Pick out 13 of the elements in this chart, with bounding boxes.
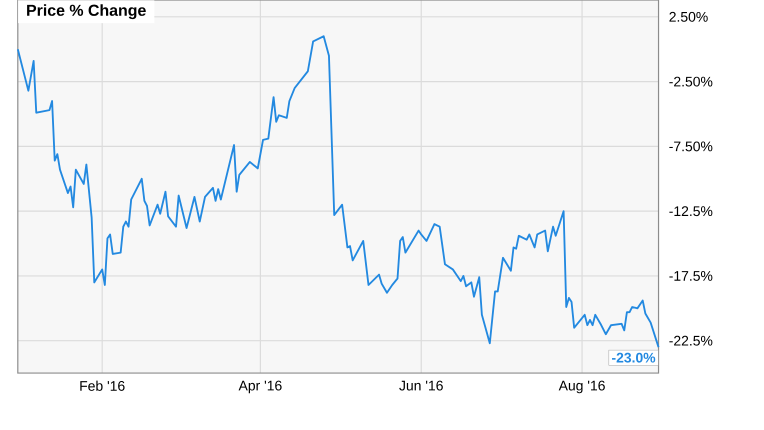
annotation: -23.0% <box>612 352 656 363</box>
x-tick-label: Apr '16 <box>238 380 282 394</box>
x-tick-label: Jun '16 <box>399 380 443 391</box>
y-tick-label: -17.5% <box>669 271 712 281</box>
line-series <box>16 35 660 348</box>
x-tick-label: Aug '16 <box>558 380 605 394</box>
y-tick-label: -22.5% <box>669 336 712 346</box>
y-tick-label: 2.50% <box>669 12 708 22</box>
y-tick-label: -2.50% <box>669 76 712 87</box>
chart-title: Price % Change <box>27 4 146 20</box>
y-tick-label: -12.5% <box>669 206 712 216</box>
x-tick-label: Feb '16 <box>80 380 125 391</box>
y-tick-label: -7.50% <box>669 142 712 152</box>
